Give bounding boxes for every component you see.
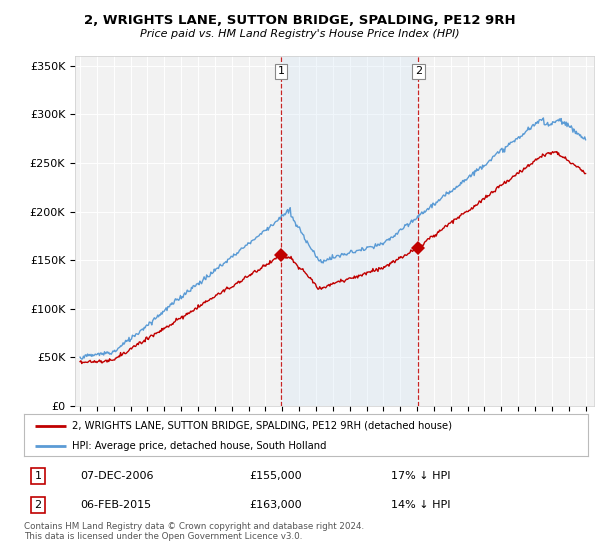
- Text: 17% ↓ HPI: 17% ↓ HPI: [391, 470, 450, 480]
- Text: Contains HM Land Registry data © Crown copyright and database right 2024.
This d: Contains HM Land Registry data © Crown c…: [24, 522, 364, 542]
- Text: 2, WRIGHTS LANE, SUTTON BRIDGE, SPALDING, PE12 9RH (detached house): 2, WRIGHTS LANE, SUTTON BRIDGE, SPALDING…: [72, 421, 452, 431]
- Text: HPI: Average price, detached house, South Holland: HPI: Average price, detached house, Sout…: [72, 441, 326, 451]
- Text: £155,000: £155,000: [250, 470, 302, 480]
- Text: 2, WRIGHTS LANE, SUTTON BRIDGE, SPALDING, PE12 9RH: 2, WRIGHTS LANE, SUTTON BRIDGE, SPALDING…: [84, 14, 516, 27]
- Text: 2: 2: [415, 67, 422, 77]
- Text: 1: 1: [35, 470, 41, 480]
- Text: 14% ↓ HPI: 14% ↓ HPI: [391, 500, 450, 510]
- Text: 07-DEC-2006: 07-DEC-2006: [80, 470, 154, 480]
- Text: Price paid vs. HM Land Registry's House Price Index (HPI): Price paid vs. HM Land Registry's House …: [140, 29, 460, 39]
- Bar: [281, 56, 418, 406]
- Text: £163,000: £163,000: [250, 500, 302, 510]
- Text: 2: 2: [35, 500, 41, 510]
- Text: 1: 1: [277, 67, 284, 77]
- Text: 06-FEB-2015: 06-FEB-2015: [80, 500, 152, 510]
